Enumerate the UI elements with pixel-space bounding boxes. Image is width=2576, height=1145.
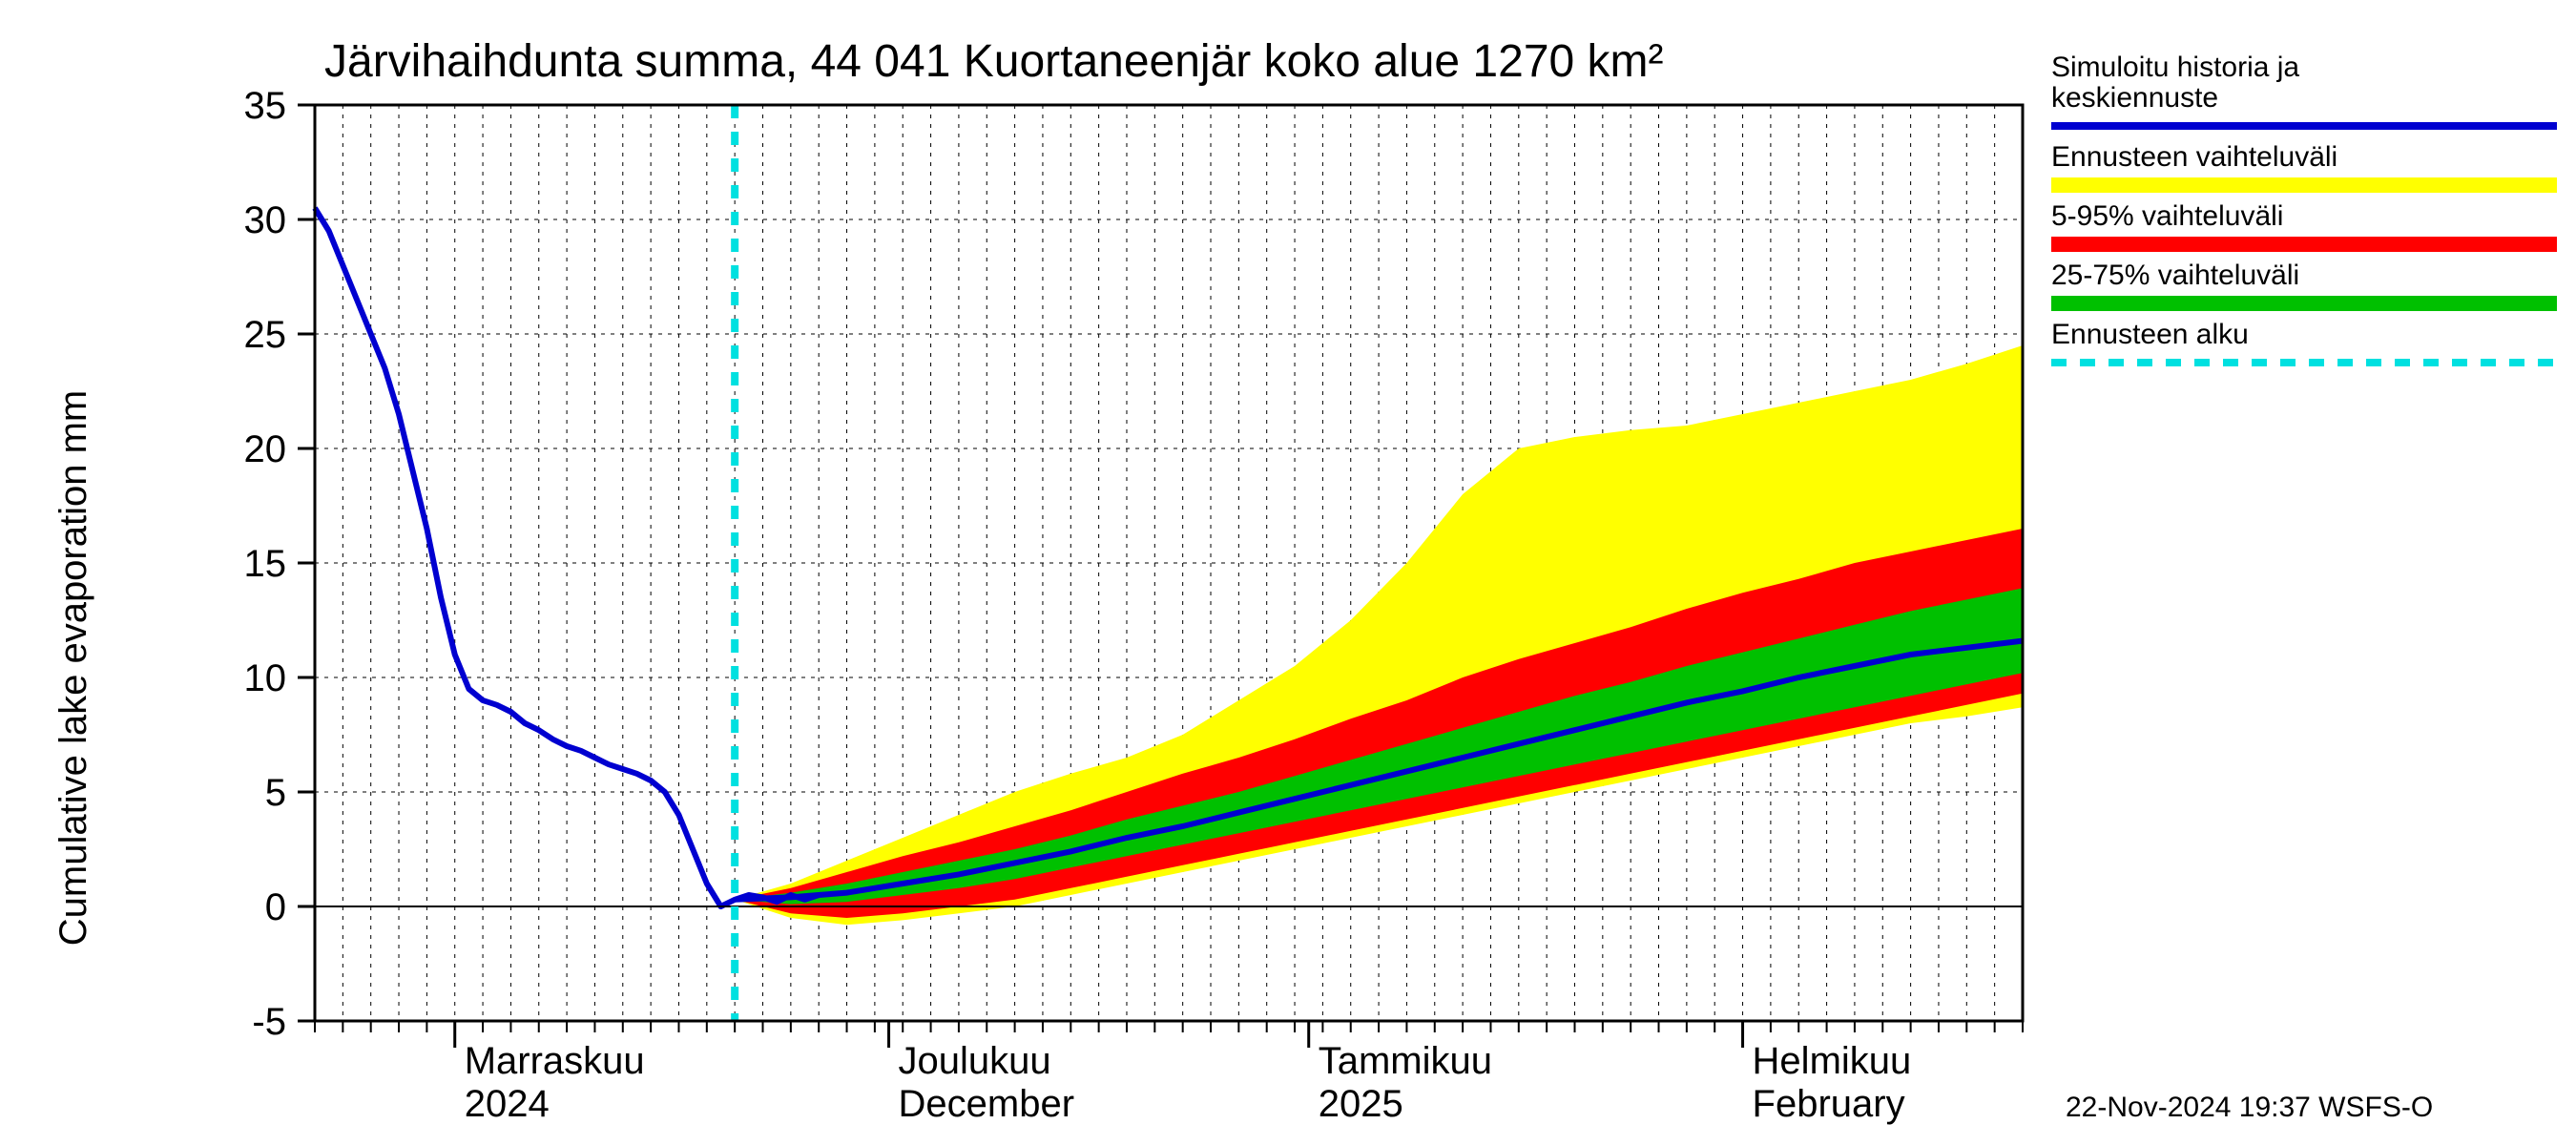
- y-tick-label: -5: [252, 1001, 286, 1043]
- x-tick-label-top: Tammikuu: [1319, 1040, 1492, 1082]
- legend-swatch-band: [2051, 177, 2557, 193]
- chart-container: Järvihaihdunta summa, 44 041 Kuortaneenj…: [0, 0, 2576, 1145]
- x-tick-label-top: Joulukuu: [899, 1040, 1051, 1082]
- y-tick-label: 15: [244, 543, 287, 585]
- x-tick-label-top: Marraskuu: [465, 1040, 645, 1082]
- y-tick-label: 20: [244, 428, 287, 470]
- legend-label: Ennusteen alku: [2051, 319, 2249, 350]
- legend-label: Ennusteen vaihteluväli: [2051, 141, 2337, 173]
- y-tick-label: 30: [244, 199, 287, 241]
- x-tick-label-bottom: 2024: [465, 1083, 550, 1125]
- x-axis-labels: Marraskuu2024 JoulukuuDecember Tammikuu202…: [465, 1040, 1912, 1125]
- y-tick-label: 35: [244, 85, 287, 127]
- legend-label: keskiennuste: [2051, 82, 2218, 114]
- legend-swatch-band: [2051, 296, 2557, 311]
- y-tick-label: 5: [265, 772, 286, 814]
- x-tick-label-bottom: December: [899, 1083, 1075, 1125]
- legend-label: 5-95% vaihteluväli: [2051, 200, 2283, 232]
- y-axis-labels: -5 0 5 10 15 20 25 30 35: [244, 85, 287, 1043]
- x-tick-label-top: Helmikuu: [1753, 1040, 1912, 1082]
- y-tick-label: 0: [265, 886, 286, 928]
- chart-title: Järvihaihdunta summa, 44 041 Kuortaneenj…: [324, 36, 1664, 87]
- chart-svg: Järvihaihdunta summa, 44 041 Kuortaneenj…: [0, 0, 2576, 1145]
- footer-timestamp: 22-Nov-2024 19:37 WSFS-O: [2066, 1092, 2433, 1123]
- legend-swatch-band: [2051, 237, 2557, 252]
- y-tick-label: 10: [244, 657, 287, 699]
- legend: Simuloitu historia jakeskiennuste Ennuste…: [2051, 52, 2557, 363]
- y-axis-label: Cumulative lake evaporation mm: [52, 390, 94, 946]
- legend-label: Simuloitu historia ja: [2051, 52, 2299, 83]
- y-tick-label: 25: [244, 314, 287, 356]
- legend-label: 25-75% vaihteluväli: [2051, 260, 2299, 291]
- x-tick-label-bottom: 2025: [1319, 1083, 1403, 1125]
- x-tick-label-bottom: February: [1753, 1083, 1905, 1125]
- plot-area: [298, 105, 2023, 1048]
